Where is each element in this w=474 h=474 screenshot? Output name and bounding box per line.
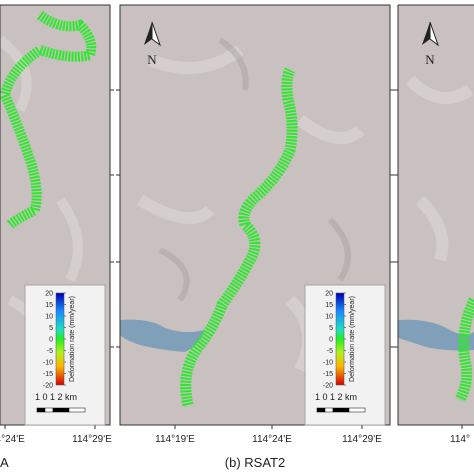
map-panel-b (120, 5, 390, 425)
north-arrow: N (144, 21, 162, 67)
deformation-points (0, 10, 97, 229)
colorbar-label: -15 (43, 371, 53, 378)
x-tick-label: 114°24'E (0, 434, 25, 445)
north-label: N (147, 52, 157, 67)
legend-title: Deformation rate (mm/year) (349, 296, 356, 382)
scale-bar (36, 407, 46, 413)
colorbar-label: -20 (323, 383, 333, 390)
colorbar (55, 292, 65, 386)
colorbar-label: 20 (325, 291, 333, 298)
caption: (b) RSAT2 (225, 455, 285, 470)
scale-bar (68, 407, 86, 413)
legend-box (24, 284, 106, 426)
colorbar-label: 15 (45, 302, 53, 309)
caption: A (0, 455, 9, 470)
scale-bar (44, 407, 54, 413)
x-tick-label: 114° (450, 434, 470, 445)
x-tick-label: 114°19'E (155, 434, 195, 445)
colorbar-label: 15 (325, 302, 333, 309)
map-panel-c (398, 5, 474, 425)
scale-bar (348, 407, 366, 413)
scale-bar (324, 407, 334, 413)
colorbar-label: -15 (323, 371, 333, 378)
colorbar-label: -5 (47, 348, 53, 355)
legend-box (304, 284, 386, 426)
scale-bar (332, 407, 350, 413)
colorbar-label: 10 (45, 314, 53, 321)
colorbar-label: 10 (325, 314, 333, 321)
deformation-points (455, 297, 474, 403)
colorbar-label: -10 (43, 360, 53, 367)
colorbar-label: -20 (43, 383, 53, 390)
north-arrow: N (422, 21, 440, 67)
colorbar-label: 20 (45, 291, 53, 298)
scale-label: 1 0 1 2 km (35, 392, 77, 402)
deformation-points (180, 67, 298, 407)
scale-bar (52, 407, 70, 413)
legend-title: Deformation rate (mm/year) (69, 296, 76, 382)
scale-bar (316, 407, 326, 413)
colorbar-label: 5 (49, 325, 53, 332)
x-tick-label: 114°29'E (72, 434, 112, 445)
colorbar-label: 0 (329, 337, 333, 344)
lake (120, 319, 205, 352)
x-tick-label: 114°24'E (252, 434, 292, 445)
legends: 20 15 10 5 0 -5 -10 -15 -20 Deformation rate (mm/… (24, 284, 386, 426)
colorbar-label: 0 (49, 337, 53, 344)
north-label: N (425, 52, 435, 67)
scale-label: 1 0 1 2 km (315, 392, 357, 402)
colorbar-label: -5 (327, 348, 333, 355)
colorbar-label: -10 (323, 360, 333, 367)
colorbar-label: 5 (329, 325, 333, 332)
x-tick-label: 114°29'E (342, 434, 382, 445)
colorbar (335, 292, 345, 386)
